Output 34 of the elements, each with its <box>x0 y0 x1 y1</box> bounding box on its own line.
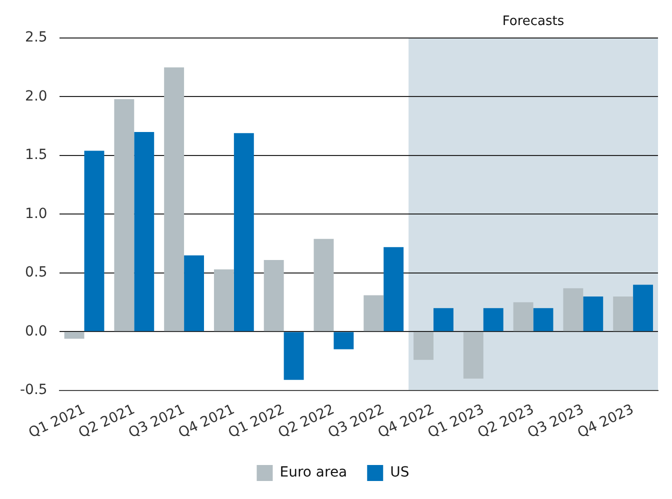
legend-label: Euro area <box>280 464 348 481</box>
bar <box>164 67 184 332</box>
band-label: Forecasts <box>502 14 564 29</box>
bar <box>134 132 154 332</box>
bar <box>463 332 484 379</box>
bar <box>84 150 104 332</box>
legend-label: US <box>390 464 410 481</box>
bar <box>483 308 504 332</box>
bar <box>184 255 204 332</box>
y-tick-label: 1.5 <box>25 147 48 164</box>
y-tick-label: 2.0 <box>25 88 48 104</box>
bar <box>433 308 454 332</box>
bar <box>234 133 254 332</box>
bar <box>414 332 434 360</box>
y-tick-label: 2.5 <box>25 30 48 46</box>
y-tick-label: 0.0 <box>25 323 48 340</box>
y-tick-label: -0.5 <box>20 382 48 398</box>
bar <box>583 296 604 332</box>
bar <box>613 296 634 332</box>
bar <box>633 284 654 332</box>
bar <box>563 288 584 332</box>
y-tick-label: 1.0 <box>25 206 48 222</box>
bar <box>64 332 84 339</box>
y-tick-label: 0.5 <box>25 264 48 281</box>
bar <box>114 99 134 332</box>
bar <box>314 238 334 332</box>
bar <box>214 269 234 332</box>
bar <box>364 295 384 332</box>
bar <box>513 302 534 332</box>
bar <box>533 308 554 332</box>
bar <box>264 260 284 332</box>
bar <box>284 332 304 380</box>
bar <box>334 332 354 350</box>
bar <box>384 247 404 332</box>
